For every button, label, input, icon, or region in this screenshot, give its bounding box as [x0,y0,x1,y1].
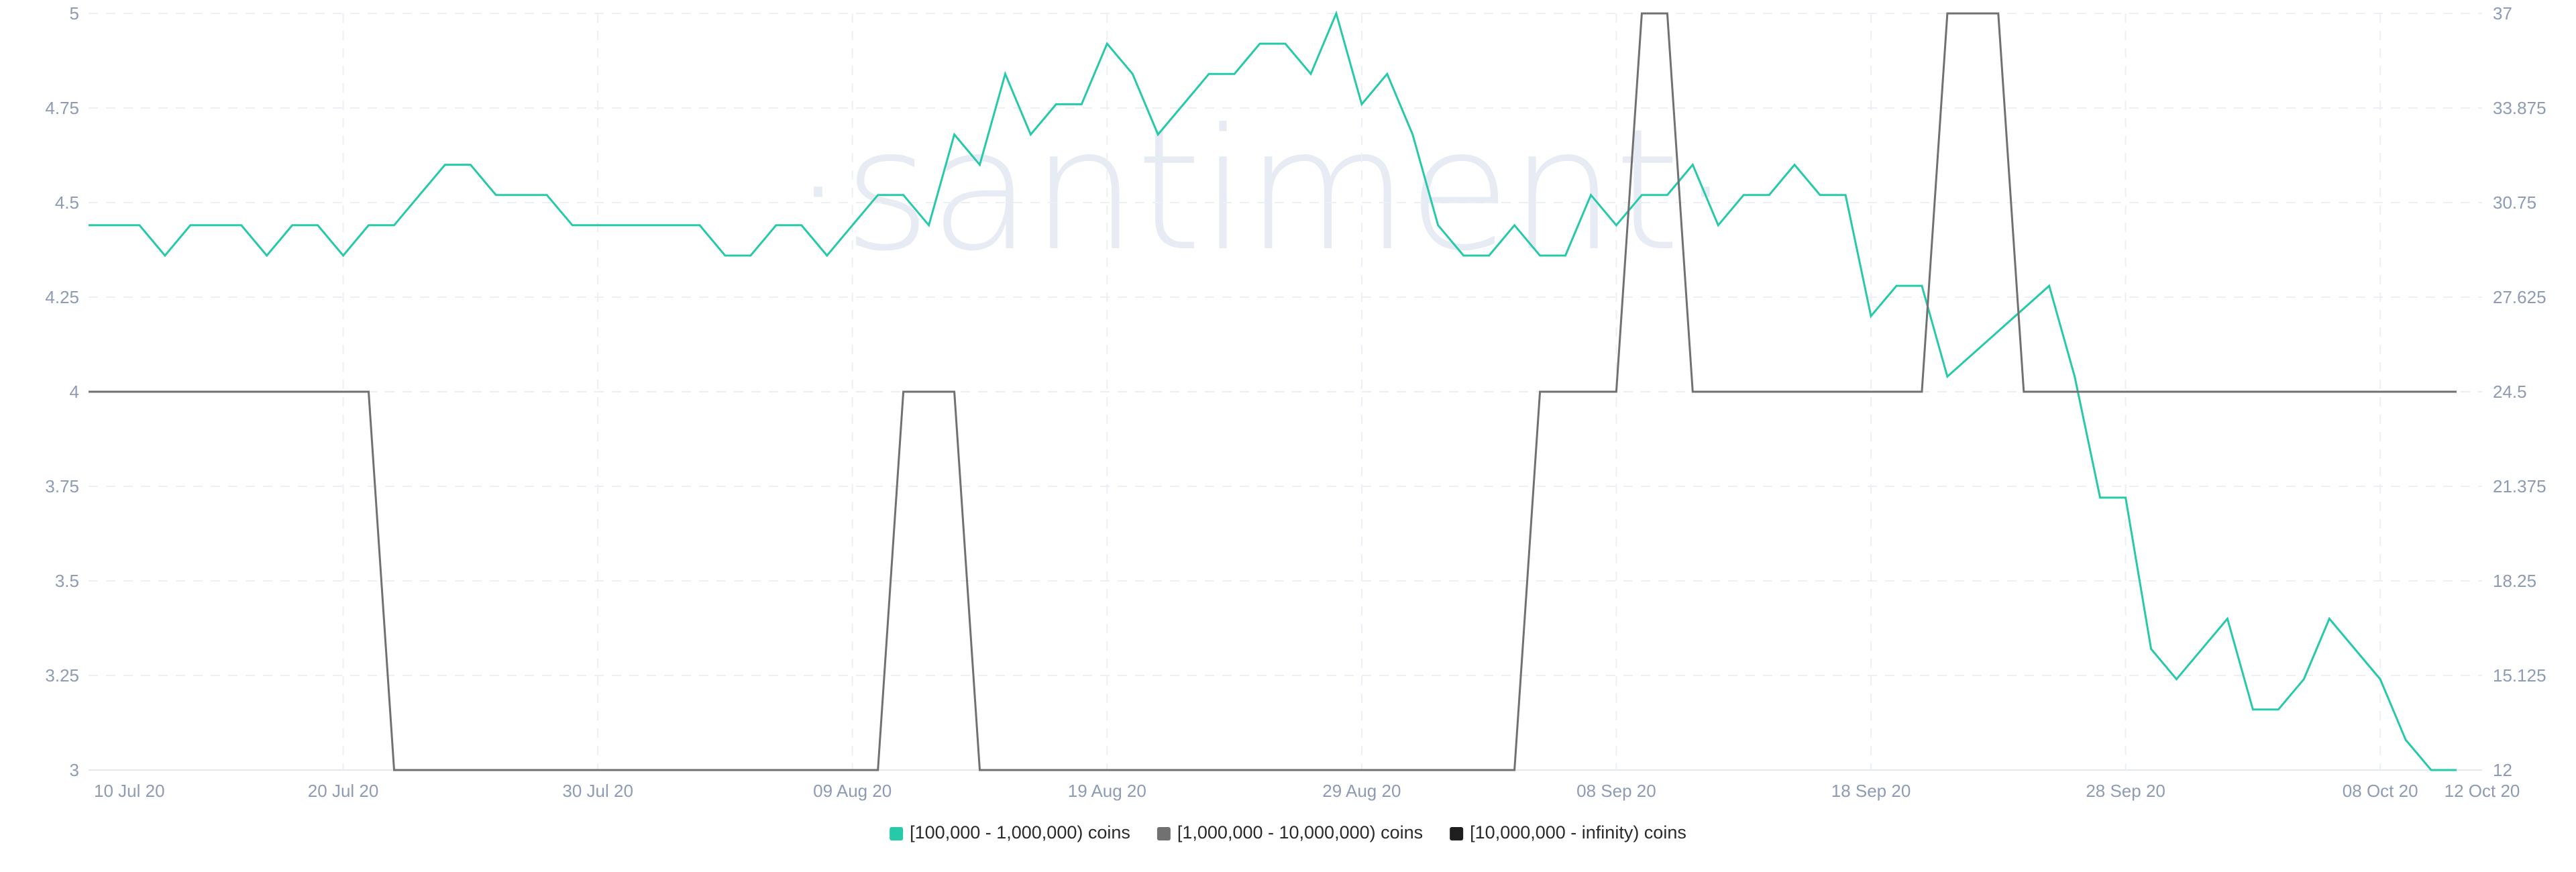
y-left-tick-label: 4 [70,382,79,402]
chart-legend: [100,000 - 1,000,000) coins [1,000,000 - … [890,822,1686,842]
chart-axes: 5 37 4.75 33.875 4.5 30.75 4.25 27.625 4 24.5 3.75… [45,3,2546,801]
chart-grid [89,13,2482,771]
y-right-tick-label: 18.25 [2493,571,2536,591]
x-tick-label: 29 Aug 20 [1322,781,1401,801]
y-left-tick-label: 3 [70,760,79,780]
x-tick-label: 18 Sep 20 [1831,781,1911,801]
x-tick-label: 10 Jul 20 [94,781,165,801]
x-tick-label: 19 Aug 20 [1068,781,1146,801]
y-left-tick-label: 3.75 [45,476,79,496]
y-left-tick-label: 4.75 [45,98,79,118]
x-tick-label: 09 Aug 20 [813,781,892,801]
y-left-tick-label: 3.5 [55,571,79,591]
x-tick-label: 30 Jul 20 [562,781,633,801]
y-left-tick-label: 4.5 [55,193,79,213]
series-line-1 [89,10,2457,771]
legend-item: [100,000 - 1,000,000) coins [890,822,1130,842]
legend-item: [1,000,000 - 10,000,000) coins [1157,822,1423,842]
x-tick-label: 08 Sep 20 [1576,781,1656,801]
legend-item: [10,000,000 - infinity) coins [1450,822,1686,842]
x-tick-label: 20 Jul 20 [308,781,379,801]
y-right-tick-label: 12 [2493,760,2512,780]
y-right-tick-label: 37 [2493,3,2512,23]
legend-swatch [890,827,904,840]
legend-label: [10,000,000 - infinity) coins [1470,822,1686,842]
santiment-watermark: ·santiment· [792,93,1731,288]
x-tick-label: 08 Oct 20 [2343,781,2418,801]
legend-swatch [1157,827,1171,840]
y-right-tick-label: 24.5 [2493,382,2527,402]
y-right-tick-label: 27.625 [2493,287,2546,307]
chart-series [89,10,2457,771]
legend-label: [1,000,000 - 10,000,000) coins [1177,822,1423,842]
y-left-tick-label: 5 [70,3,79,23]
series-line-2 [89,12,2457,771]
y-left-tick-label: 3.25 [45,665,79,686]
x-tick-label: 12 Oct 20 [2445,781,2520,801]
x-tick-label: 28 Sep 20 [2086,781,2165,801]
legend-label: [100,000 - 1,000,000) coins [910,822,1130,842]
y-right-tick-label: 15.125 [2493,665,2546,686]
y-right-tick-label: 30.75 [2493,193,2536,213]
legend-swatch [1450,827,1464,840]
y-right-tick-label: 33.875 [2493,98,2546,118]
y-right-tick-label: 21.375 [2493,476,2546,496]
y-left-tick-label: 4.25 [45,287,79,307]
